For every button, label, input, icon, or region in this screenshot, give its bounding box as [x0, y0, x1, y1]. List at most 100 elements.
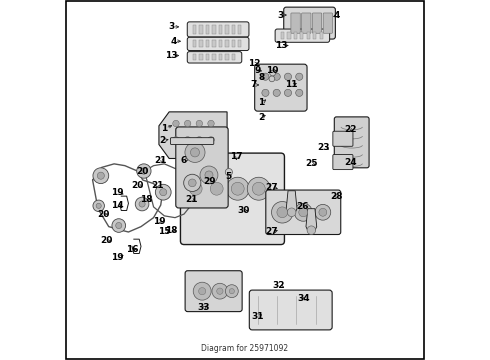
- Text: 13: 13: [274, 41, 287, 50]
- Bar: [199, 40, 203, 48]
- Circle shape: [273, 73, 280, 80]
- Text: 33: 33: [197, 303, 210, 312]
- Text: 29: 29: [203, 177, 216, 186]
- Circle shape: [155, 184, 171, 200]
- Circle shape: [93, 200, 104, 212]
- Text: 31: 31: [251, 312, 264, 321]
- Circle shape: [191, 148, 199, 157]
- Bar: [206, 25, 209, 34]
- Text: 30: 30: [237, 206, 249, 215]
- Bar: [212, 40, 216, 48]
- FancyBboxPatch shape: [187, 51, 242, 63]
- Text: 2: 2: [159, 136, 166, 145]
- Text: 20: 20: [101, 237, 113, 246]
- Text: 8: 8: [258, 73, 264, 82]
- Bar: [206, 54, 209, 60]
- Text: 9: 9: [254, 66, 261, 75]
- FancyBboxPatch shape: [180, 153, 285, 244]
- Bar: [287, 32, 291, 39]
- Text: 10: 10: [266, 66, 278, 75]
- Circle shape: [116, 222, 122, 229]
- Circle shape: [270, 70, 275, 76]
- Bar: [294, 32, 297, 39]
- Circle shape: [208, 120, 214, 127]
- Circle shape: [135, 197, 149, 211]
- Text: 5: 5: [226, 172, 232, 181]
- FancyBboxPatch shape: [291, 13, 300, 33]
- Circle shape: [208, 136, 214, 143]
- Circle shape: [273, 89, 280, 96]
- FancyBboxPatch shape: [275, 29, 330, 42]
- Circle shape: [205, 171, 213, 179]
- Bar: [307, 32, 310, 39]
- Circle shape: [225, 285, 238, 298]
- Bar: [193, 40, 196, 48]
- Text: 15: 15: [158, 228, 171, 237]
- Text: 22: 22: [344, 125, 357, 134]
- Circle shape: [185, 142, 205, 162]
- Text: 20: 20: [131, 181, 144, 190]
- Bar: [225, 54, 228, 60]
- Bar: [193, 25, 196, 34]
- Circle shape: [295, 89, 303, 96]
- Text: 23: 23: [318, 143, 330, 152]
- FancyBboxPatch shape: [187, 22, 249, 37]
- Circle shape: [284, 73, 292, 80]
- Circle shape: [139, 201, 145, 207]
- FancyBboxPatch shape: [255, 64, 307, 111]
- Text: 18: 18: [165, 226, 178, 235]
- Point: [274, 294, 280, 298]
- Bar: [193, 54, 196, 60]
- Point: [294, 294, 299, 298]
- Bar: [300, 32, 303, 39]
- Point: [294, 322, 299, 326]
- Text: 4: 4: [333, 10, 340, 19]
- Circle shape: [189, 179, 196, 187]
- Text: 3: 3: [278, 10, 284, 19]
- Circle shape: [184, 136, 191, 143]
- Text: 21: 21: [154, 156, 167, 165]
- FancyBboxPatch shape: [266, 190, 341, 234]
- FancyBboxPatch shape: [171, 138, 214, 144]
- Text: 17: 17: [230, 152, 243, 161]
- Circle shape: [231, 182, 244, 195]
- FancyBboxPatch shape: [323, 13, 333, 33]
- FancyBboxPatch shape: [284, 7, 335, 39]
- Text: 26: 26: [296, 202, 309, 211]
- Bar: [219, 40, 222, 48]
- Circle shape: [319, 208, 327, 216]
- Circle shape: [217, 288, 223, 294]
- Text: Diagram for 25971092: Diagram for 25971092: [201, 344, 289, 353]
- Bar: [319, 32, 323, 39]
- Circle shape: [141, 168, 147, 174]
- Circle shape: [247, 177, 270, 200]
- Text: 18: 18: [140, 195, 152, 204]
- FancyBboxPatch shape: [176, 127, 228, 208]
- Point: [255, 322, 261, 326]
- Circle shape: [137, 164, 151, 178]
- Text: 4: 4: [170, 37, 176, 46]
- Circle shape: [277, 207, 288, 218]
- Circle shape: [299, 208, 308, 217]
- Circle shape: [173, 136, 179, 143]
- Circle shape: [315, 204, 331, 220]
- FancyBboxPatch shape: [302, 13, 311, 33]
- FancyBboxPatch shape: [185, 271, 242, 312]
- Text: 28: 28: [330, 192, 343, 201]
- Circle shape: [198, 288, 206, 295]
- Text: 19: 19: [111, 253, 124, 262]
- Point: [255, 294, 261, 298]
- Text: 34: 34: [298, 294, 311, 303]
- Bar: [232, 40, 235, 48]
- Bar: [199, 54, 203, 60]
- Circle shape: [226, 177, 249, 200]
- Circle shape: [184, 120, 191, 127]
- Point: [313, 322, 319, 326]
- Text: 12: 12: [248, 59, 260, 68]
- FancyBboxPatch shape: [313, 13, 322, 33]
- Circle shape: [287, 208, 296, 217]
- Circle shape: [189, 182, 202, 195]
- Circle shape: [112, 219, 125, 232]
- FancyBboxPatch shape: [334, 117, 369, 168]
- Text: 27: 27: [266, 183, 278, 192]
